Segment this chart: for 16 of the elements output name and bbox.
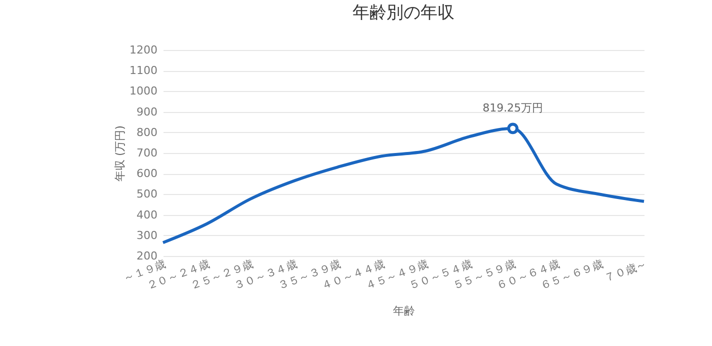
y-tick-label: 1100 xyxy=(130,64,158,78)
y-tick-label: 500 xyxy=(136,188,158,201)
x-axis-title: 年齢 xyxy=(393,304,415,318)
data-label: 819.25万円 xyxy=(482,101,544,114)
y-tick-label: 700 xyxy=(136,146,158,160)
y-tick-label: 200 xyxy=(136,250,158,262)
y-tick-label: 400 xyxy=(136,208,158,222)
y-tick-label: 900 xyxy=(136,105,158,118)
y-axis-title: 年収 (万円) xyxy=(114,125,127,182)
chart-title: 年齢別の年収 xyxy=(352,3,454,23)
x-tick-label: ７０歳～ xyxy=(602,258,649,285)
y-tick-label: 1000 xyxy=(130,84,158,98)
y-tick-label: 300 xyxy=(136,228,158,242)
y-tick-label: 1200 xyxy=(130,44,158,56)
y-tick-label: 600 xyxy=(136,167,158,180)
y-tick-label: 800 xyxy=(136,126,158,139)
